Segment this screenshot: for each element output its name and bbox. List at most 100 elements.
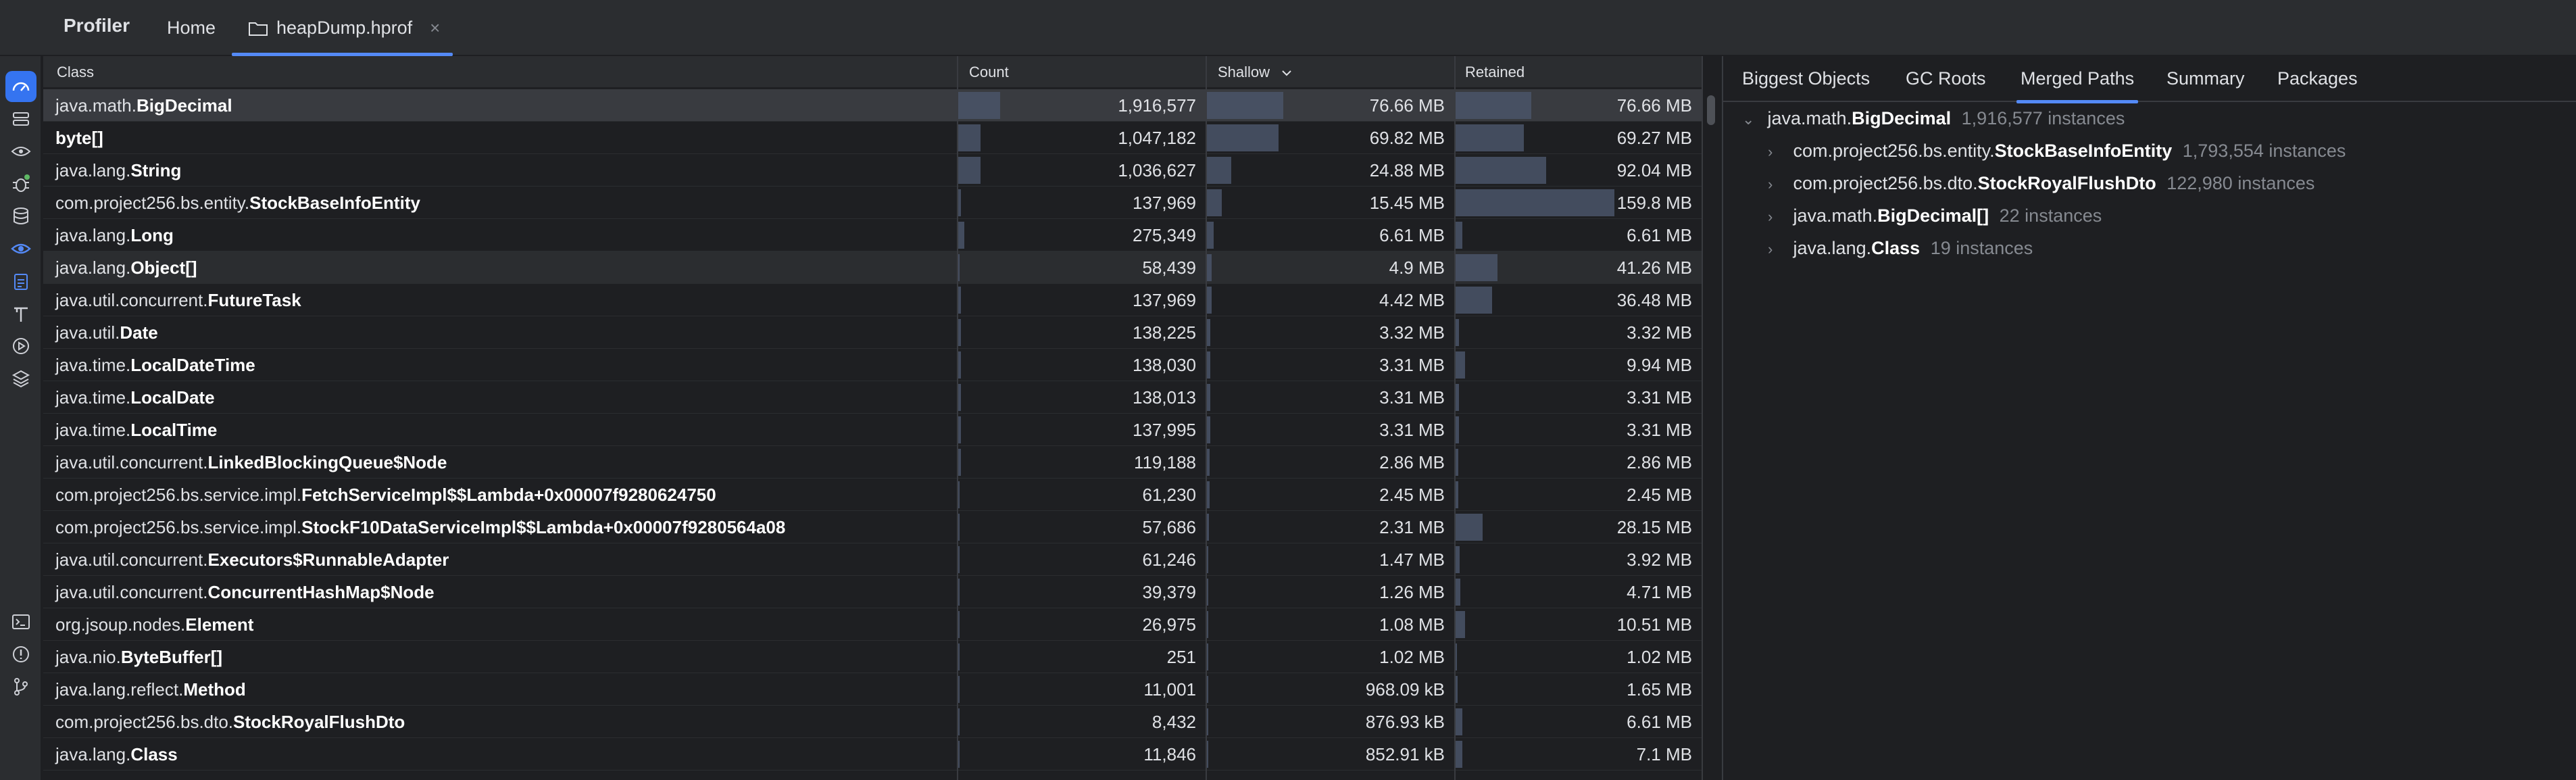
table-row[interactable]: com.project256.bs.service.impl.StockF10D… bbox=[43, 511, 1703, 543]
dashboard-icon[interactable] bbox=[5, 71, 36, 102]
table-row[interactable]: java.util.concurrent.FutureTask 137,969 4.… bbox=[43, 284, 1703, 316]
database-icon[interactable] bbox=[5, 201, 36, 232]
table-row[interactable]: org.jsoup.nodes.Element 26,975 1.08 MB 10.5… bbox=[43, 608, 1703, 641]
server-icon[interactable] bbox=[5, 103, 36, 135]
tab-summary[interactable]: Summary bbox=[2166, 68, 2245, 89]
table-scrollbar[interactable] bbox=[1707, 95, 1715, 125]
table-row[interactable]: com.project256.bs.service.impl.FetchServ… bbox=[43, 479, 1703, 511]
table-row[interactable]: java.nio.ByteBuffer[] 251 1.02 MB 1.02 MB bbox=[43, 641, 1703, 673]
header-class[interactable]: Class bbox=[57, 64, 95, 80]
clipboard-icon[interactable] bbox=[5, 266, 36, 297]
shallow-value: 2.45 MB bbox=[1379, 485, 1445, 505]
column-divider[interactable] bbox=[1702, 56, 1703, 780]
tab-packages[interactable]: Packages bbox=[2277, 68, 2358, 89]
shallow-value: 3.31 MB bbox=[1379, 387, 1445, 408]
tree-root-node[interactable]: ⌄ java.math.BigDecimal 1,916,577 instanc… bbox=[1742, 102, 2125, 135]
table-row[interactable]: java.math.BigDecimal 1,916,577 76.66 MB 76.… bbox=[43, 89, 1703, 122]
table-row[interactable]: java.util.concurrent.ConcurrentHashMap$N… bbox=[43, 576, 1703, 608]
tree-child-node[interactable]: › com.project256.bs.entity.StockBaseInfo… bbox=[1768, 135, 2346, 167]
table-row[interactable]: java.time.LocalDateTime 138,030 3.31 MB 9.9… bbox=[43, 349, 1703, 381]
run-icon[interactable] bbox=[5, 331, 36, 362]
table-row[interactable]: com.project256.bs.dto.StockRoyalFlushDto… bbox=[43, 706, 1703, 738]
retained-bar bbox=[1456, 384, 1459, 411]
close-icon[interactable]: × bbox=[430, 18, 441, 38]
class-name-cell: java.util.concurrent.Executors$RunnableA… bbox=[55, 543, 449, 576]
table-row[interactable]: java.time.LocalTime 137,995 3.31 MB 3.31 MB bbox=[43, 414, 1703, 446]
tab-biggest-objects[interactable]: Biggest Objects bbox=[1742, 68, 1871, 89]
table-header: Class Count Shallow Retained bbox=[43, 56, 1703, 89]
layers-icon[interactable] bbox=[5, 363, 36, 394]
tree-child-node[interactable]: › com.project256.bs.dto.StockRoyalFlushD… bbox=[1768, 167, 2314, 199]
column-divider[interactable] bbox=[1454, 56, 1456, 780]
shallow-value: 876.93 kB bbox=[1365, 712, 1445, 732]
eye-target-icon[interactable] bbox=[5, 233, 36, 264]
table-row[interactable]: java.lang.reflect.Method 11,001 968.09 kB 1… bbox=[43, 673, 1703, 706]
tab-merged-paths[interactable]: Merged Paths bbox=[2016, 56, 2139, 103]
class-simple-name: Element bbox=[185, 614, 254, 635]
count-value: 1,916,577 bbox=[1118, 95, 1196, 116]
table-row[interactable]: java.lang.Class 11,846 852.91 kB 7.1 MB bbox=[43, 738, 1703, 771]
table-row[interactable]: byte[] 1,047,182 69.82 MB 69.27 MB bbox=[43, 122, 1703, 154]
tool-rail bbox=[0, 56, 42, 780]
count-value: 138,013 bbox=[1133, 387, 1196, 408]
tab-heapdump[interactable]: heapDump.hprof × bbox=[232, 0, 453, 56]
tree-node-package: com.project256.bs.entity. bbox=[1793, 141, 1995, 161]
count-value: 137,995 bbox=[1133, 420, 1196, 440]
table-row[interactable]: java.lang.Long 275,349 6.61 MB 6.61 MB bbox=[43, 219, 1703, 251]
column-divider[interactable] bbox=[1206, 56, 1207, 780]
retained-value: 41.26 MB bbox=[1616, 258, 1692, 278]
shallow-bar bbox=[1207, 319, 1210, 346]
class-name-cell: java.util.concurrent.ConcurrentHashMap$N… bbox=[55, 576, 435, 608]
shallow-bar bbox=[1207, 384, 1210, 411]
eye-icon[interactable] bbox=[5, 136, 36, 167]
retained-bar bbox=[1456, 546, 1460, 573]
chevron-down-icon[interactable]: ⌄ bbox=[1742, 111, 1755, 128]
problems-icon[interactable] bbox=[5, 639, 36, 670]
count-value: 137,969 bbox=[1133, 193, 1196, 213]
table-row[interactable]: com.project256.bs.entity.StockBaseInfoEn… bbox=[43, 187, 1703, 219]
build-icon[interactable] bbox=[5, 298, 36, 329]
table-row[interactable]: java.lang.Object[] 58,439 4.9 MB 41.26 MB bbox=[43, 251, 1703, 284]
chevron-right-icon[interactable]: › bbox=[1768, 176, 1773, 193]
chevron-right-icon[interactable]: › bbox=[1768, 208, 1773, 225]
tab-gc-roots[interactable]: GC Roots bbox=[1906, 68, 1986, 89]
bug-icon[interactable] bbox=[5, 168, 36, 199]
count-bar bbox=[958, 189, 961, 216]
class-simple-name: StockBaseInfoEntity bbox=[249, 193, 420, 213]
retained-bar bbox=[1456, 351, 1465, 379]
git-branch-icon[interactable] bbox=[5, 671, 36, 702]
tree-child-node[interactable]: › java.lang.Class 19 instances bbox=[1768, 232, 2033, 264]
class-package: java.util. bbox=[55, 322, 120, 343]
column-divider[interactable] bbox=[957, 56, 958, 780]
tree-node-class: BigDecimal[] bbox=[1877, 205, 1989, 226]
table-row[interactable]: java.time.LocalDate 138,013 3.31 MB 3.31 MB bbox=[43, 381, 1703, 414]
retained-value: 9.94 MB bbox=[1627, 355, 1692, 375]
retained-value: 1.02 MB bbox=[1627, 647, 1692, 667]
detail-tabs: Biggest Objects GC Roots Merged Paths Su… bbox=[1723, 56, 2576, 103]
retained-value: 6.61 MB bbox=[1627, 712, 1692, 732]
count-value: 57,686 bbox=[1142, 517, 1196, 537]
tree-node-instances: 1,916,577 instances bbox=[1961, 108, 2125, 128]
class-simple-name: LocalTime bbox=[130, 420, 218, 440]
header-shallow[interactable]: Shallow bbox=[1218, 56, 1293, 89]
table-row[interactable]: java.util.concurrent.LinkedBlockingQueue… bbox=[43, 446, 1703, 479]
retained-bar bbox=[1456, 579, 1460, 606]
class-simple-name: Class bbox=[130, 744, 178, 764]
table-row[interactable]: java.util.concurrent.Executors$RunnableA… bbox=[43, 543, 1703, 576]
table-row[interactable]: java.util.Date 138,225 3.32 MB 3.32 MB bbox=[43, 316, 1703, 349]
count-bar bbox=[958, 157, 981, 184]
shallow-bar bbox=[1207, 351, 1210, 379]
terminal-icon[interactable] bbox=[5, 606, 36, 637]
header-count[interactable]: Count bbox=[969, 64, 1009, 80]
tree-child-node[interactable]: › java.math.BigDecimal[] 22 instances bbox=[1768, 199, 2102, 232]
tab-home[interactable]: Home bbox=[167, 0, 216, 56]
shallow-bar bbox=[1207, 92, 1283, 119]
table-row[interactable]: java.lang.String 1,036,627 24.88 MB 92.04 M… bbox=[43, 154, 1703, 187]
count-bar bbox=[958, 708, 960, 735]
retained-value: 3.32 MB bbox=[1627, 322, 1692, 343]
chevron-right-icon[interactable]: › bbox=[1768, 143, 1773, 160]
chevron-right-icon[interactable]: › bbox=[1768, 241, 1773, 258]
class-name-cell: java.util.concurrent.LinkedBlockingQueue… bbox=[55, 446, 447, 479]
retained-bar bbox=[1456, 481, 1458, 508]
header-retained[interactable]: Retained bbox=[1465, 64, 1525, 80]
